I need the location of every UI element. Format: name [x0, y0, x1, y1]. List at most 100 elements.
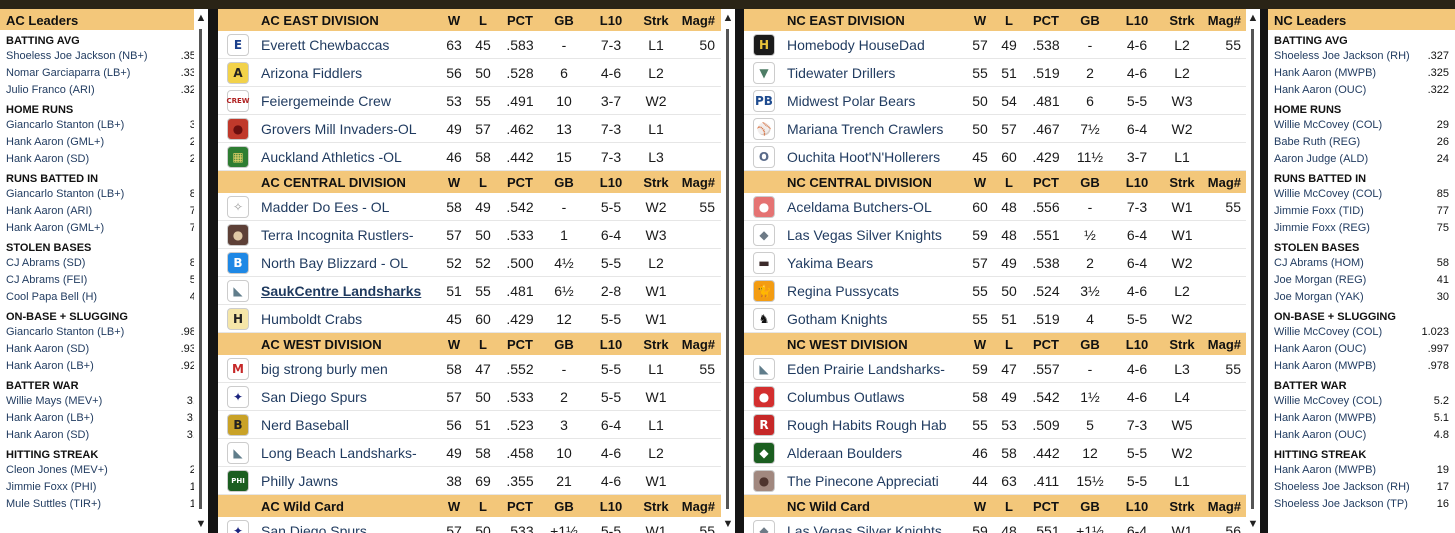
column-header-strk[interactable]: Strk — [643, 336, 669, 352]
column-header-strk[interactable]: Strk — [643, 12, 669, 28]
team-row[interactable]: B North Bay Blizzard - OL 52 52 .500 4½ 5-5 L2 — [218, 249, 735, 277]
column-header-l10[interactable]: L10 — [1125, 174, 1149, 190]
column-header-l10[interactable]: L10 — [599, 336, 623, 352]
leader-player-link[interactable]: Hank Aaron (ARI) — [6, 205, 93, 217]
column-header-gb[interactable]: GB — [554, 12, 574, 28]
team-name-link[interactable]: San Diego Spurs — [261, 522, 367, 533]
leader-row[interactable]: Jimmie Foxx (REG) 75 — [1268, 220, 1455, 237]
column-header-gb[interactable]: GB — [1080, 498, 1100, 514]
column-header-w[interactable]: W — [447, 498, 461, 514]
column-header-pct[interactable]: PCT — [507, 336, 533, 352]
team-row[interactable]: PHI Philly Jawns 38 69 .355 21 4-6 W1 — [218, 467, 735, 495]
team-name-link[interactable]: The Pinecone Appreciati — [787, 472, 939, 489]
team-row[interactable]: A Arizona Fiddlers 56 50 .528 6 4-6 L2 — [218, 59, 735, 87]
scroll-thumb[interactable] — [726, 29, 729, 509]
team-row[interactable]: 🐈 Regina Pussycats 55 50 .524 3½ 4-6 L2 — [744, 277, 1260, 305]
leader-player-link[interactable]: Willie McCovey (COL) — [1274, 188, 1383, 200]
leader-row[interactable]: Hank Aaron (GML+)74 — [0, 220, 208, 237]
team-row[interactable]: ● Grovers Mill Invaders-OL 49 57 .462 13 7-3 L1 — [218, 115, 735, 143]
team-name-link[interactable]: San Diego Spurs — [261, 388, 367, 405]
team-name-link[interactable]: Nerd Baseball — [261, 416, 349, 433]
team-name-link[interactable]: North Bay Blizzard - OL — [261, 254, 409, 271]
team-row[interactable]: ◆ Las Vegas Silver Knights 59 48 .551 ½ 6-4 W1 — [744, 221, 1260, 249]
column-header-mag[interactable]: Mag# — [1207, 12, 1241, 28]
leader-row[interactable]: Hank Aaron (MWPB) .978 — [1268, 358, 1455, 375]
column-header-w[interactable]: W — [447, 174, 461, 190]
leader-row[interactable]: Hank Aaron (OUC) .322 — [1268, 82, 1455, 99]
leader-player-link[interactable]: Aaron Judge (ALD) — [1274, 153, 1369, 165]
column-header-l10[interactable]: L10 — [1125, 498, 1149, 514]
team-row[interactable]: ● The Pinecone Appreciati 44 63 .411 15½ 5-5 L1 — [744, 467, 1260, 495]
leader-player-link[interactable]: Joe Morgan (YAK) — [1274, 291, 1364, 303]
leader-player-link[interactable]: Willie McCovey (COL) — [1274, 326, 1383, 338]
leader-row[interactable]: Giancarlo Stanton (LB+) .984 — [0, 324, 208, 341]
leader-player-link[interactable]: CJ Abrams (HOM) — [1274, 257, 1364, 269]
column-header-l[interactable]: L — [1005, 12, 1013, 28]
column-header-mag[interactable]: Mag# — [681, 12, 715, 28]
ac-standings-scrollbar[interactable]: ▲ ▼ — [721, 9, 735, 533]
column-header-l[interactable]: L — [479, 174, 487, 190]
team-row[interactable]: ✦ San Diego Spurs 57 50 .533 2 5-5 W1 — [218, 383, 735, 411]
scroll-down-icon[interactable]: ▼ — [195, 518, 207, 530]
team-name-link[interactable]: Eden Prairie Landsharks- — [787, 360, 945, 377]
leader-row[interactable]: Hank Aaron (OUC) 4.8 — [1268, 427, 1455, 444]
team-row[interactable]: ♞ Gotham Knights 55 51 .519 4 5-5 W2 — [744, 305, 1260, 333]
team-row[interactable]: ● Aceldama Butchers-OL 60 48 .556 - 7-3 W1 55 — [744, 193, 1260, 221]
leader-row[interactable]: Joe Morgan (REG) 41 — [1268, 272, 1455, 289]
column-header-w[interactable]: W — [973, 12, 987, 28]
leader-row[interactable]: Cleon Jones (MEV+)23 — [0, 462, 208, 479]
team-row[interactable]: O Ouchita Hoot'N'Hollerers 45 60 .429 11½ 3-7 L… — [744, 143, 1260, 171]
leader-row[interactable]: Shoeless Joe Jackson (RH) .327 — [1268, 48, 1455, 65]
leader-row[interactable]: Hank Aaron (ARI)75 — [0, 203, 208, 220]
leader-row[interactable]: Cool Papa Bell (H)47 — [0, 289, 208, 306]
team-name-link[interactable]: Auckland Athletics -OL — [261, 148, 402, 165]
column-header-gb[interactable]: GB — [554, 336, 574, 352]
leader-row[interactable]: CJ Abrams (SD)82 — [0, 255, 208, 272]
leader-player-link[interactable]: Hank Aaron (SD) — [6, 429, 90, 441]
leader-player-link[interactable]: Joe Morgan (REG) — [1274, 274, 1367, 286]
leader-player-link[interactable]: Hank Aaron (MWPB) — [1274, 360, 1377, 372]
column-header-w[interactable]: W — [447, 336, 461, 352]
column-header-mag[interactable]: Mag# — [681, 174, 715, 190]
column-header-l10[interactable]: L10 — [1125, 336, 1149, 352]
team-row[interactable]: B Nerd Baseball 56 51 .523 3 6-4 L1 — [218, 411, 735, 439]
leader-player-link[interactable]: Nomar Garciaparra (LB+) — [6, 67, 131, 79]
team-name-link[interactable]: Las Vegas Silver Knights — [787, 522, 942, 533]
scroll-up-icon[interactable]: ▲ — [722, 12, 734, 24]
team-name-link[interactable]: Long Beach Landsharks- — [261, 444, 417, 461]
leader-row[interactable]: Jimmie Foxx (PHI)18 — [0, 479, 208, 496]
team-name-link[interactable]: Arizona Fiddlers — [261, 64, 363, 81]
leader-player-link[interactable]: Hank Aaron (OUC) — [1274, 84, 1367, 96]
leader-row[interactable]: CJ Abrams (HOM) 58 — [1268, 255, 1455, 272]
column-header-strk[interactable]: Strk — [1169, 174, 1195, 190]
team-row[interactable]: ✧ Madder Do Ees - OL 58 49 .542 - 5-5 W2 55 — [218, 193, 735, 221]
leader-row[interactable]: Giancarlo Stanton (LB+)86 — [0, 186, 208, 203]
leader-player-link[interactable]: Hank Aaron (SD) — [6, 153, 90, 165]
team-row[interactable]: R Rough Habits Rough Hab 55 53 .509 5 7-3 W5 — [744, 411, 1260, 439]
column-header-strk[interactable]: Strk — [1169, 336, 1195, 352]
leader-row[interactable]: Hank Aaron (MWPB) 19 — [1268, 462, 1455, 479]
column-header-mag[interactable]: Mag# — [1207, 336, 1241, 352]
team-name-link[interactable]: Tidewater Drillers — [787, 64, 896, 81]
team-name-link[interactable]: Everett Chewbaccas — [261, 36, 390, 53]
leader-row[interactable]: Shoeless Joe Jackson (TP) 16 — [1268, 496, 1455, 513]
column-header-pct[interactable]: PCT — [1033, 174, 1059, 190]
leader-player-link[interactable]: Willie Mays (MEV+) — [6, 395, 103, 407]
leader-player-link[interactable]: Jimmie Foxx (REG) — [1274, 222, 1370, 234]
team-name-link[interactable]: big strong burly men — [261, 360, 388, 377]
team-row[interactable]: ✦ San Diego Spurs 57 50 .533 +1½ 5-5 W1 55 — [218, 517, 735, 533]
column-header-strk[interactable]: Strk — [1169, 12, 1195, 28]
leader-player-link[interactable]: Hank Aaron (LB+) — [6, 412, 94, 424]
column-header-w[interactable]: W — [973, 174, 987, 190]
team-row[interactable]: ◆ Alderaan Boulders 46 58 .442 12 5-5 W2 — [744, 439, 1260, 467]
column-header-w[interactable]: W — [973, 336, 987, 352]
team-name-link[interactable]: Regina Pussycats — [787, 282, 900, 299]
team-name-link[interactable]: Las Vegas Silver Knights — [787, 226, 942, 243]
leader-player-link[interactable]: Shoeless Joe Jackson (NB+) — [6, 50, 148, 62]
scroll-down-icon[interactable]: ▼ — [722, 518, 734, 530]
leader-player-link[interactable]: Mule Suttles (TIR+) — [6, 498, 102, 510]
leader-row[interactable]: Aaron Judge (ALD) 24 — [1268, 151, 1455, 168]
column-header-pct[interactable]: PCT — [1033, 12, 1059, 28]
leader-player-link[interactable]: Hank Aaron (MWPB) — [1274, 67, 1377, 79]
leader-row[interactable]: Willie McCovey (COL) 29 — [1268, 117, 1455, 134]
